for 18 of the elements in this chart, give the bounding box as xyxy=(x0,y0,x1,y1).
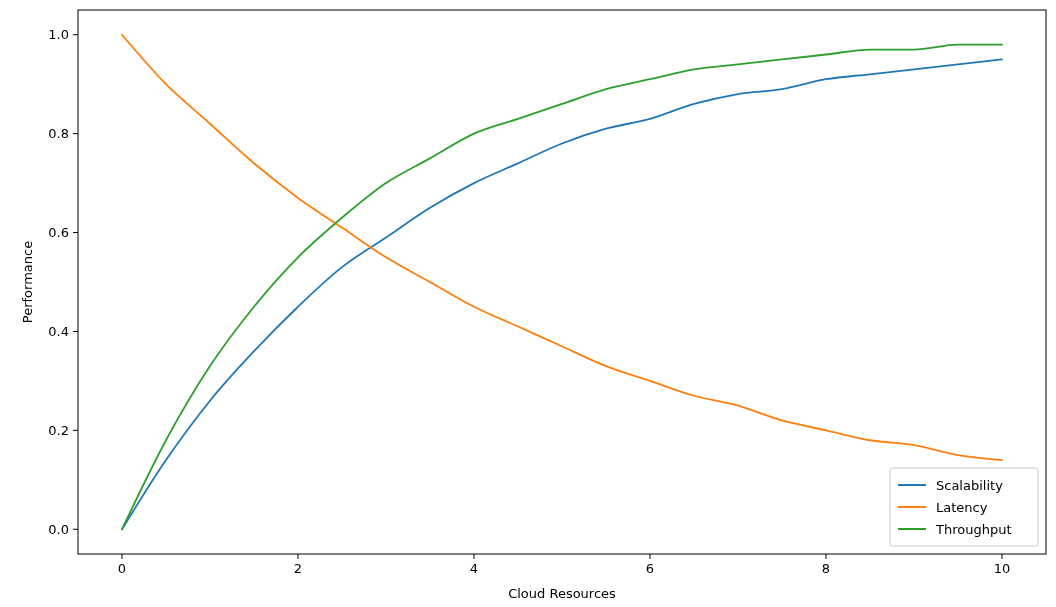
x-tick-label: 2 xyxy=(293,561,303,576)
y-tick-label: 0.4 xyxy=(48,323,69,339)
line-series xyxy=(121,33,1003,461)
y-tick-label: 0.8 xyxy=(48,126,69,142)
legend-label: Latency xyxy=(936,500,988,515)
legend-label: Throughput xyxy=(935,522,1012,537)
y-tick-label: 1.0 xyxy=(48,27,69,43)
y-tick-label: 0.6 xyxy=(48,225,69,241)
x-tick-label: 8 xyxy=(821,561,831,576)
legend-label: Scalability xyxy=(936,478,1004,493)
x-tick-label: 6 xyxy=(645,561,655,576)
x-tick-label: 10 xyxy=(993,561,1011,576)
y-axis-title: Performance xyxy=(20,240,35,324)
y-tick-label: 0.2 xyxy=(48,422,69,438)
x-tick-label: 0 xyxy=(117,561,127,576)
y-tick-label: 0.0 xyxy=(48,521,69,537)
x-tick-label: 4 xyxy=(469,561,479,576)
x-axis-title: Cloud Resources xyxy=(508,586,617,601)
